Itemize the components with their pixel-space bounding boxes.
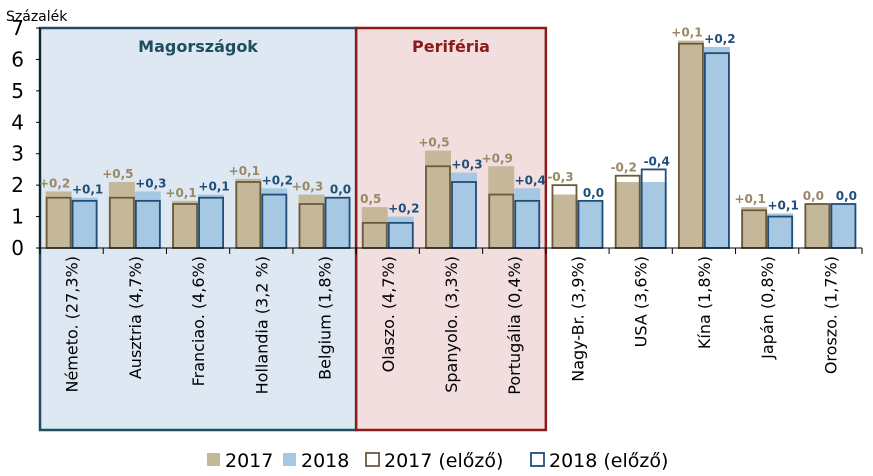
group-label: Periféria	[412, 37, 490, 56]
legend-swatch	[283, 453, 296, 466]
bar-2018	[451, 172, 477, 248]
bar-2018	[703, 46, 730, 248]
bar-2017	[804, 204, 831, 248]
legend-label: 2017	[225, 450, 273, 472]
bar-2017	[488, 166, 515, 248]
legend-swatch	[207, 453, 220, 466]
data-label-2017: -0,2	[611, 161, 637, 175]
data-label-2018: -0,4	[644, 154, 670, 168]
legend-label: 2018	[301, 450, 349, 472]
data-label-2017: 0,5	[360, 192, 381, 206]
data-label-2017: +0,2	[39, 176, 70, 190]
data-label-2017: 0,0	[803, 189, 824, 203]
bar-2017	[741, 207, 768, 248]
bar-2018	[261, 188, 288, 248]
bar-2018	[640, 182, 667, 248]
category-label: Kína (1,8%)	[695, 256, 714, 349]
y-tick-label: 3	[11, 142, 24, 166]
data-label-2017: +0,3	[292, 180, 323, 194]
y-axis-label: Százalék	[6, 9, 68, 25]
bar-2017	[361, 207, 388, 248]
bar-2017	[298, 194, 325, 248]
bar-2017	[172, 200, 199, 248]
data-label-2018: 0,0	[330, 183, 351, 197]
category-label: Portugália (0,4%)	[505, 256, 524, 395]
data-label-2018: +0,2	[262, 173, 293, 187]
bar-2018	[387, 216, 414, 248]
bar-2017	[235, 178, 262, 248]
data-label-2018: +0,2	[388, 202, 419, 216]
category-label: Olaszo. (4,7%)	[379, 256, 398, 372]
data-label-2017: +0,1	[165, 186, 196, 200]
data-label-2018: +0,3	[135, 176, 166, 190]
data-label-2017: +0,1	[229, 164, 260, 178]
data-label-2017: +0,5	[102, 167, 133, 181]
bar-2018	[134, 191, 161, 248]
bar-2017	[45, 191, 72, 248]
bar-2017	[677, 40, 704, 249]
bar-2017	[425, 150, 451, 248]
y-tick-label: 6	[11, 47, 24, 71]
data-label-2018: 0,0	[836, 189, 857, 203]
data-label-2017: +0,1	[671, 26, 702, 40]
y-tick-label: 0	[11, 236, 24, 260]
group-label: Magországok	[138, 37, 258, 56]
legend-label: 2018 (előző)	[549, 450, 668, 472]
data-label-2018: +0,1	[198, 180, 229, 194]
legend-swatch	[365, 452, 380, 467]
bar-2018	[324, 197, 351, 248]
category-label: Belgium (1,8%)	[316, 256, 335, 380]
bar-2018	[71, 197, 98, 248]
y-tick-label: 7	[11, 16, 24, 40]
data-label-2017: -0,3	[547, 170, 573, 184]
data-label-2018: +0,4	[515, 173, 546, 187]
y-tick-label: 2	[11, 173, 24, 197]
y-tick-label: 4	[11, 110, 24, 134]
bar-2017	[551, 194, 578, 248]
category-label: Japán (0,8%)	[758, 256, 777, 360]
category-label: Spanyolo. (3,3%)	[442, 256, 461, 393]
category-label: Nagy-Br. (3,9%)	[568, 256, 587, 382]
category-label: USA (3,6%)	[632, 256, 651, 347]
data-label-2018: +0,2	[704, 32, 735, 46]
bar-2017	[614, 182, 641, 248]
legend-swatch	[530, 452, 545, 467]
bar-2017	[108, 182, 135, 248]
bar-2018	[830, 204, 857, 248]
data-label-2018: 0,0	[583, 186, 604, 200]
category-label: Hollandia (3,2 %)	[252, 256, 271, 394]
category-label: Ausztria (4,7%)	[126, 256, 145, 379]
data-label-2018: +0,3	[451, 158, 482, 172]
bar-2018	[767, 213, 794, 248]
legend-label: 2017 (előző)	[384, 450, 503, 472]
data-label-2017: +0,1	[734, 192, 765, 206]
category-label: Németo. (27,3%)	[63, 256, 82, 393]
data-label-2017: +0,5	[418, 136, 449, 150]
y-tick-label: 5	[11, 79, 24, 103]
bar-2018	[577, 200, 604, 248]
data-label-2017: +0,9	[482, 151, 513, 165]
bar-2018	[198, 194, 225, 248]
bar-2018	[514, 188, 541, 248]
y-tick-label: 1	[11, 205, 24, 229]
data-label-2018: +0,1	[72, 183, 103, 197]
category-label: Franciao. (4,6%)	[189, 256, 208, 386]
data-label-2018: +0,1	[767, 198, 798, 212]
category-label: Oroszo. (1,7%)	[821, 256, 840, 374]
